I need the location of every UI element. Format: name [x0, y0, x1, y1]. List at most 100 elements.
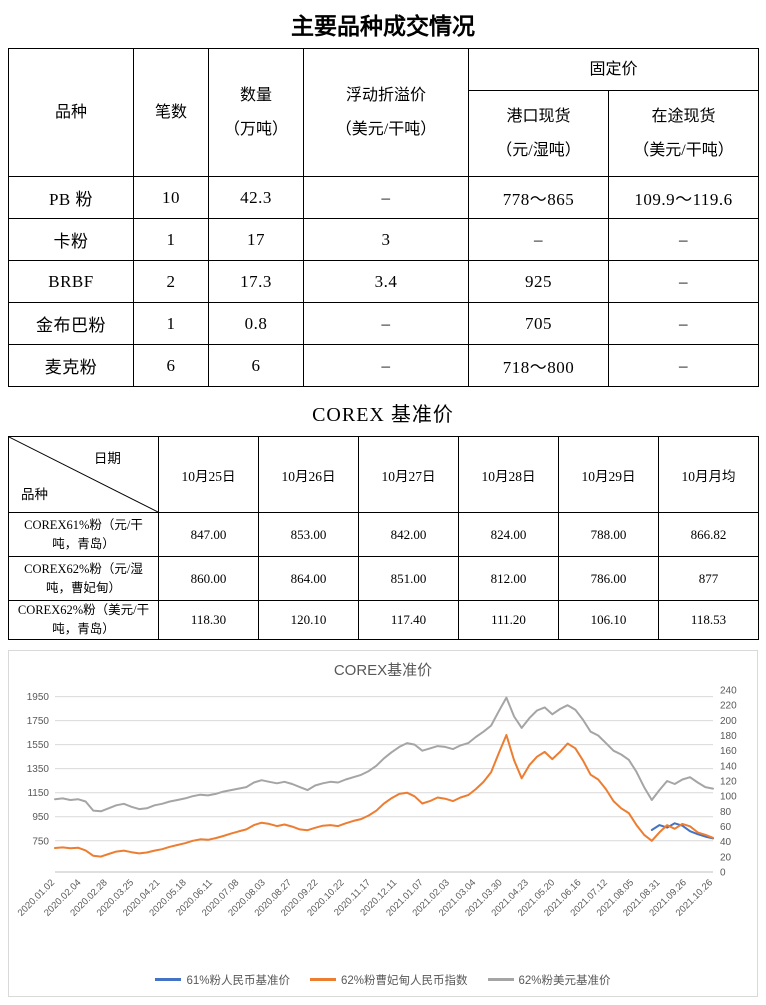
corex-value-cell: 851.00 [358, 556, 459, 601]
corex-row-label: COREX61%粉（元/干吨，青岛） [8, 512, 159, 557]
y-axis-label-left: 950 [32, 812, 49, 823]
y-axis-label-right: 140 [720, 761, 737, 772]
deals-table-row: 金布巴粉 1 0.8–705– [8, 302, 760, 345]
y-axis-label-left: 1150 [27, 788, 49, 799]
variety-cell: 金布巴粉 [8, 302, 134, 345]
legend-line-swatch [309, 978, 336, 981]
value-cell: – [303, 176, 469, 219]
y-axis-label-right: 60 [720, 822, 732, 833]
corex-value-cell: 812.00 [458, 556, 559, 601]
y-axis-label-right: 240 [720, 685, 737, 696]
chart-title: COREX基准价 [333, 661, 433, 679]
legend-line-swatch [487, 978, 514, 981]
series-line [650, 821, 714, 839]
value-cell: 109.9～119.6 [607, 176, 760, 219]
value-cell: – [607, 260, 760, 303]
y-axis-label-right: 80 [720, 806, 732, 817]
value-cell: – [607, 218, 760, 261]
corex-value-cell: 824.00 [458, 512, 559, 557]
corner-diagonal-line [9, 437, 158, 512]
value-cell: 17 [208, 218, 304, 261]
series-line [54, 733, 714, 858]
y-axis-label-left: 750 [32, 836, 49, 847]
y-axis-label-left: 1750 [27, 716, 50, 727]
y-axis-label-left: 1350 [27, 764, 50, 775]
corex-column-header: 10月28日 [458, 436, 559, 513]
y-axis-label-right: 40 [720, 837, 732, 848]
corex-value-cell: 117.40 [358, 600, 459, 640]
col-header-count: 笔数 [133, 48, 209, 177]
legend-label: 61%粉人民币基准价 [186, 974, 290, 987]
col-header-port-spot-line1: 港口现货 [506, 107, 571, 125]
corex-value-cell: 120.10 [258, 600, 359, 640]
value-cell: 705 [468, 302, 609, 345]
value-cell: 6 [133, 344, 209, 387]
col-header-premium-line2: （美元/干吨） [335, 120, 437, 138]
legend-item: 61%粉人民币基准价 [155, 972, 290, 988]
value-cell: – [303, 344, 469, 387]
value-cell: 6 [208, 344, 304, 387]
corex-value-cell: 866.82 [658, 512, 759, 557]
chart-plot-area: 750 950 1150 1350 1550 1750 1950 0 20 40 60 80 100 12… [16, 685, 737, 918]
corex-table-title: COREX 基准价 [312, 404, 454, 426]
y-axis-label-left: 1950 [27, 692, 50, 703]
corex-value-cell: 786.00 [558, 556, 659, 601]
corex-table: 日期 品种 10月25日 10月26日 10月27日 10月28日 10月29日 10月月… [8, 436, 759, 640]
corex-column-header: 10月29日 [558, 436, 659, 513]
corex-column-header: 10月25日 [158, 436, 259, 513]
y-axis-label-right: 20 [720, 852, 732, 863]
corex-value-cell: 864.00 [258, 556, 359, 601]
page-title: 主要品种成交情况 [291, 13, 475, 39]
corex-value-cell: 118.53 [658, 600, 759, 640]
col-header-transit-spot-line1: 在途现货 [651, 107, 716, 125]
deals-table-row: BRBF 2 17.3 3.4 925– [8, 260, 760, 303]
series-line [54, 696, 714, 812]
corex-table-row: COREX62%粉（元/湿吨，曹妃甸） 860.00 864.00 851.00 812… [8, 556, 759, 601]
corex-value-cell: 860.00 [158, 556, 259, 601]
legend-item: 62%粉美元基准价 [487, 972, 611, 988]
corex-value-cell: 118.30 [158, 600, 259, 640]
corner-label-variety: 品种 [21, 487, 48, 502]
corex-value-cell: 788.00 [558, 512, 659, 557]
corner-label-date: 日期 [93, 451, 121, 466]
value-cell: 3.4 [303, 260, 469, 303]
col-header-premium: 浮动折溢价 （美元/干吨） [303, 48, 469, 177]
y-axis-label-right: 0 [720, 867, 726, 878]
col-header-variety: 品种 [8, 48, 134, 177]
corex-table-row: COREX61%粉（元/干吨，青岛） 847.00 853.00 842.00 824.… [8, 512, 759, 557]
corex-value-cell: 842.00 [358, 512, 459, 557]
value-cell: 42.3 [208, 176, 304, 219]
col-header-quantity: 数量 （万吨） [208, 48, 304, 177]
value-cell: 1 [133, 218, 209, 261]
legend-line-swatch [155, 978, 182, 981]
legend-label: 62%粉美元基准价 [518, 974, 611, 987]
col-header-quantity-line1: 数量 [239, 86, 272, 104]
corner-header: 日期 品种 [8, 436, 159, 513]
col-header-transit-spot: 在途现货 （美元/干吨） [607, 90, 760, 177]
legend-item: 62%粉曹妃甸人民币指数 [309, 972, 468, 988]
value-cell: 3 [303, 218, 469, 261]
y-axis-label-right: 220 [720, 700, 737, 711]
value-cell: 1 [133, 302, 209, 345]
y-axis-label-right: 100 [720, 791, 737, 802]
value-cell: 0.8 [208, 302, 304, 345]
deals-table-row: 卡粉 1 17 3– – [8, 218, 760, 261]
corex-column-header: 10月26日 [258, 436, 359, 513]
corex-column-header: 10月月均 [658, 436, 759, 513]
col-header-fixed-price: 固定价 [467, 48, 760, 91]
deals-table-row: PB 粉 10 42.3–778～865 109.9～119.6 [8, 176, 760, 219]
corex-table-row: COREX62%粉（美元/干吨，青岛） 118.30 120.10 117.40 111… [8, 600, 759, 640]
value-cell: 2 [133, 260, 209, 303]
y-axis-label-right: 120 [720, 776, 737, 787]
chart-legend: 61%粉人民币基准价 62%粉曹妃甸人民币指数 62%粉美元基准价 [9, 970, 757, 996]
corex-value-cell: 847.00 [158, 512, 259, 557]
variety-cell: 麦克粉 [8, 344, 134, 387]
value-cell: 17.3 [208, 260, 304, 303]
corex-row-label: COREX62%粉（元/湿吨，曹妃甸） [8, 556, 159, 601]
deals-table: 品种 笔数 数量 （万吨） 浮动折溢价 （美元/干吨） 固定价 港口现货 （元/… [8, 48, 760, 387]
corex-value-cell: 111.20 [458, 600, 559, 640]
variety-cell: BRBF [8, 260, 134, 303]
value-cell: – [607, 344, 760, 387]
variety-cell: 卡粉 [8, 218, 134, 261]
